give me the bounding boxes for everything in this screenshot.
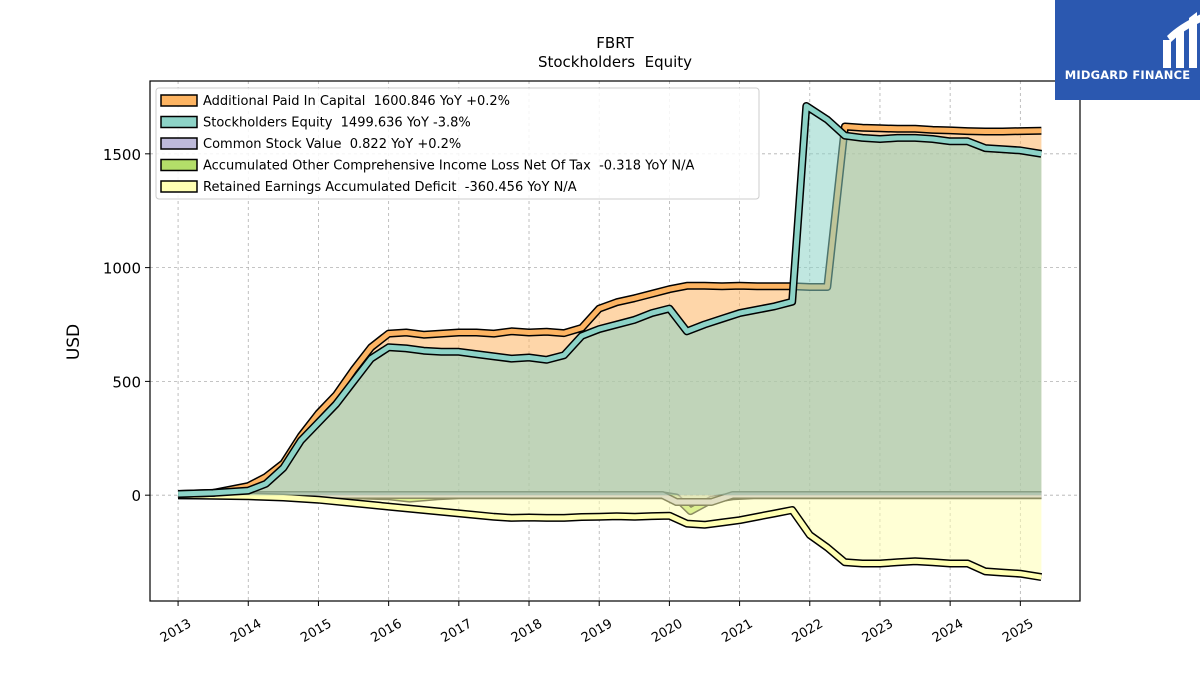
x-tick-label: 2013 [158,616,194,646]
x-tick-label: 2014 [228,616,264,646]
x-axis-ticks: 2013 2014 2015 2016 2017 2018 2019 2020 2021 2022… [158,601,1036,646]
midgard-finance-logo: MIDGARD FINANCE [1055,0,1200,100]
legend-swatch [160,94,198,107]
x-tick-label: 2015 [298,616,334,646]
y-tick-label: 500 [112,373,141,391]
y-axis-label: USD [64,324,84,360]
legend: Additional Paid In Capital 1600.846 YoY … [155,87,760,200]
logo-text: MIDGARD FINANCE [1064,68,1191,82]
legend-label: Retained Earnings Accumulated Deficit -3… [203,180,577,195]
legend-swatch [160,115,198,129]
midgard-logo-icon [1163,12,1200,68]
legend-label: Stockholders Equity 1499.636 YoY -3.8% [203,116,471,131]
series-area-stockholders-equity [178,106,1042,496]
series-line-retained-earnings-accumulated-deficit [178,492,1042,580]
y-tick-label: 1000 [103,260,141,278]
x-tick-label: 2020 [649,616,685,646]
y-tick-label: 1500 [103,146,141,164]
x-tick-label: 2025 [1000,616,1036,646]
x-tick-label: 2024 [930,616,966,646]
series-stockholders-equity [177,102,1043,498]
legend-swatch [160,180,198,193]
x-tick-label: 2023 [860,616,896,646]
x-tick-label: 2019 [579,616,615,646]
legend-label: Common Stock Value 0.822 YoY +0.2% [203,137,461,152]
legend-label: Additional Paid In Capital 1600.846 YoY … [203,94,510,109]
series-line-stockholders-equity [178,103,1042,497]
x-tick-label: 2017 [439,616,475,646]
series-area-retained-earnings-accumulated-deficit [178,495,1042,578]
y-tick-label: 0 [131,487,141,505]
legend-label: Accumulated Other Comprehensive Income L… [203,159,694,174]
y-axis-ticks: 0 500 1000 1500 [103,146,150,505]
x-tick-label: 2021 [719,616,755,646]
plot-series [177,102,1043,582]
x-tick-label: 2016 [368,616,404,646]
series-line-additional-paid-in-capital [178,124,1042,497]
x-tick-label: 2018 [509,616,545,646]
x-tick-label: 2022 [790,616,826,646]
plot-frame [149,80,1081,602]
legend-swatch [160,158,198,172]
series-retained-earnings-accumulated-deficit [178,491,1043,582]
legend-swatch [160,137,198,150]
legend-box [155,87,760,200]
chart-subtitle: Stockholders Equity [538,53,692,71]
chart-title: FBRT [596,34,634,52]
